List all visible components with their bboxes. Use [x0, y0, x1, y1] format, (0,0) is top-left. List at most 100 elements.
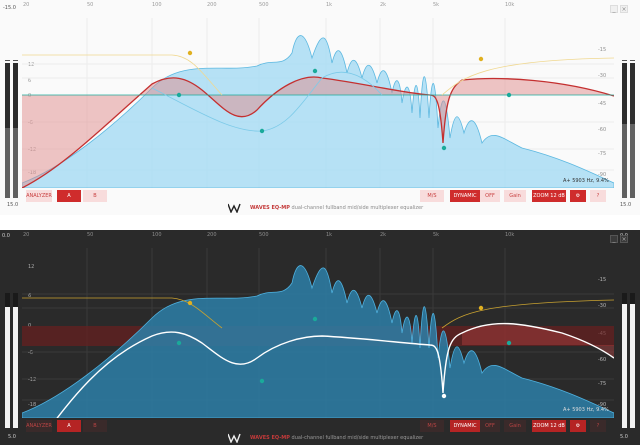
- eq-node-teal-2[interactable]: [259, 378, 265, 384]
- mid-side-button[interactable]: M/S: [420, 420, 444, 432]
- dynamic-button[interactable]: DYNAMIC: [450, 190, 480, 202]
- help-button[interactable]: ?: [590, 190, 606, 202]
- eq-node-teal-1[interactable]: [176, 340, 182, 346]
- dynamic-state[interactable]: OFF: [480, 190, 500, 202]
- eq-curve-main: [56, 322, 614, 418]
- eq-graph[interactable]: [22, 18, 614, 188]
- meter-value-left: 15.0: [7, 202, 19, 208]
- freq-label-10k: 10k: [505, 2, 515, 8]
- preset-a-button[interactable]: A: [57, 190, 81, 202]
- cursor-readout: A+ 5903 Hz, 9.4%: [563, 407, 609, 413]
- db-label-right-75: -75: [598, 151, 607, 157]
- brand-name: WAVES EQ-MP: [250, 205, 290, 211]
- meter-peak-left: -15.0: [3, 5, 16, 11]
- tagline-text: dual-channel fullband mid/side multiplex…: [291, 205, 424, 211]
- freq-label-5k: 5k: [433, 2, 440, 8]
- settings-button[interactable]: ⚙: [570, 190, 586, 202]
- meter-value-left: 5.0: [8, 434, 16, 440]
- output-meter-right: [622, 293, 627, 428]
- analyzer-button[interactable]: ANALYZER: [26, 420, 52, 432]
- gear-icon: ⚙: [575, 423, 581, 429]
- freq-label-10k: 10k: [505, 232, 515, 238]
- dynamic-button[interactable]: DYNAMIC: [450, 420, 480, 432]
- eq-node-teal-5[interactable]: [506, 340, 512, 346]
- brand-name: WAVES EQ-MP: [250, 435, 290, 441]
- eq-panel-light: 20 50 100 200 500 1k 2k 5k 10k -15.0 15.…: [0, 0, 640, 215]
- waves-logo-icon: [228, 433, 241, 443]
- db-label-12: 12: [28, 264, 35, 270]
- control-bar: ANALYZER A B M/S DYNAMIC OFF Gain ZOOM 1…: [22, 420, 614, 432]
- analyzer-button[interactable]: ANALYZER: [26, 190, 52, 202]
- output-meter-right-2-fill: [630, 303, 635, 428]
- minimize-button[interactable]: _: [610, 235, 618, 243]
- window-controls: _ ×: [610, 235, 628, 243]
- freq-label-100: 100: [152, 2, 162, 8]
- output-meter-right-2: [630, 63, 635, 198]
- meter-peak-left: 0.0: [2, 233, 10, 239]
- close-button[interactable]: ×: [620, 235, 628, 243]
- help-button[interactable]: ?: [590, 420, 606, 432]
- output-meter-left: [5, 293, 10, 428]
- output-meter-right-2: [630, 293, 635, 428]
- freq-label-5k: 5k: [433, 232, 440, 238]
- freq-label-50: 50: [87, 232, 94, 238]
- eq-graph[interactable]: [22, 248, 614, 418]
- footer-tagline: WAVES EQ-MP dual-channel fullband mid/si…: [250, 205, 423, 211]
- footer: WAVES EQ-MP dual-channel fullband mid/si…: [0, 202, 640, 215]
- tagline-text: dual-channel fullband mid/side multiplex…: [291, 435, 424, 441]
- db-label-neg6: -6: [28, 350, 33, 356]
- eq-node-teal-4[interactable]: [441, 145, 447, 151]
- meter-peak-mark: [13, 60, 18, 61]
- eq-node-yellow-high[interactable]: [478, 56, 484, 62]
- band-curve-mid: [151, 71, 383, 132]
- dynamic-state[interactable]: OFF: [480, 420, 500, 432]
- freq-label-200: 200: [207, 232, 217, 238]
- gain-button[interactable]: Gain: [504, 420, 526, 432]
- db-label-right-15: -15: [598, 47, 607, 53]
- output-meter-left: [5, 63, 10, 198]
- preset-a-button[interactable]: A: [57, 420, 81, 432]
- footer-tagline: WAVES EQ-MP dual-channel fullband mid/si…: [250, 435, 423, 441]
- freq-label-200: 200: [207, 2, 217, 8]
- preset-b-button[interactable]: B: [83, 190, 107, 202]
- minimize-button[interactable]: _: [610, 5, 618, 13]
- eq-node-yellow-low[interactable]: [187, 300, 193, 306]
- freq-label-2k: 2k: [380, 232, 387, 238]
- db-label-right-30: -30: [598, 73, 607, 79]
- cursor-readout: A+ 5903 Hz, 9.4%: [563, 178, 609, 184]
- eq-node-teal-5[interactable]: [506, 92, 512, 98]
- eq-node-teal-3[interactable]: [312, 68, 318, 74]
- freq-label-1k: 1k: [326, 2, 333, 8]
- output-meter-right-fill: [622, 303, 627, 428]
- eq-node-white[interactable]: [441, 393, 447, 399]
- output-meter-left-fill: [5, 306, 10, 428]
- eq-node-yellow-high[interactable]: [478, 305, 484, 311]
- db-label-right-75: -75: [598, 381, 607, 387]
- db-label-right-45: -45: [598, 101, 607, 107]
- footer: WAVES EQ-MP dual-channel fullband mid/si…: [0, 432, 640, 445]
- zoom-button[interactable]: ZOOM 12 dB: [532, 190, 566, 202]
- db-label-right-60: -60: [598, 127, 607, 133]
- eq-node-yellow-low[interactable]: [187, 50, 193, 56]
- waves-logo-icon: [228, 203, 241, 213]
- band-curve-high-shelf: [22, 297, 614, 329]
- mid-side-button[interactable]: M/S: [420, 190, 444, 202]
- panel-separator: [0, 215, 640, 230]
- eq-node-teal-2[interactable]: [259, 128, 265, 134]
- eq-node-teal-1[interactable]: [176, 92, 182, 98]
- settings-button[interactable]: ⚙: [570, 420, 586, 432]
- output-meter-left-fill: [5, 127, 10, 198]
- spectrum-analyzer-fill: [22, 35, 614, 188]
- eq-panel-dark: 20 50 100 200 500 1k 2k 5k 10k 0.0 0.0 5…: [0, 230, 640, 445]
- eq-node-teal-3[interactable]: [312, 316, 318, 322]
- zoom-button[interactable]: ZOOM 12 dB: [532, 420, 566, 432]
- preset-b-button[interactable]: B: [83, 420, 107, 432]
- freq-label-500: 500: [259, 232, 269, 238]
- db-label-neg18: -18: [28, 402, 37, 408]
- output-meter-right-2-fill: [630, 123, 635, 198]
- freq-label-1k: 1k: [326, 232, 333, 238]
- gain-button[interactable]: Gain: [504, 190, 526, 202]
- close-button[interactable]: ×: [620, 5, 628, 13]
- db-label-6: 6: [28, 293, 32, 299]
- spectrum-analyzer-fill: [22, 265, 614, 418]
